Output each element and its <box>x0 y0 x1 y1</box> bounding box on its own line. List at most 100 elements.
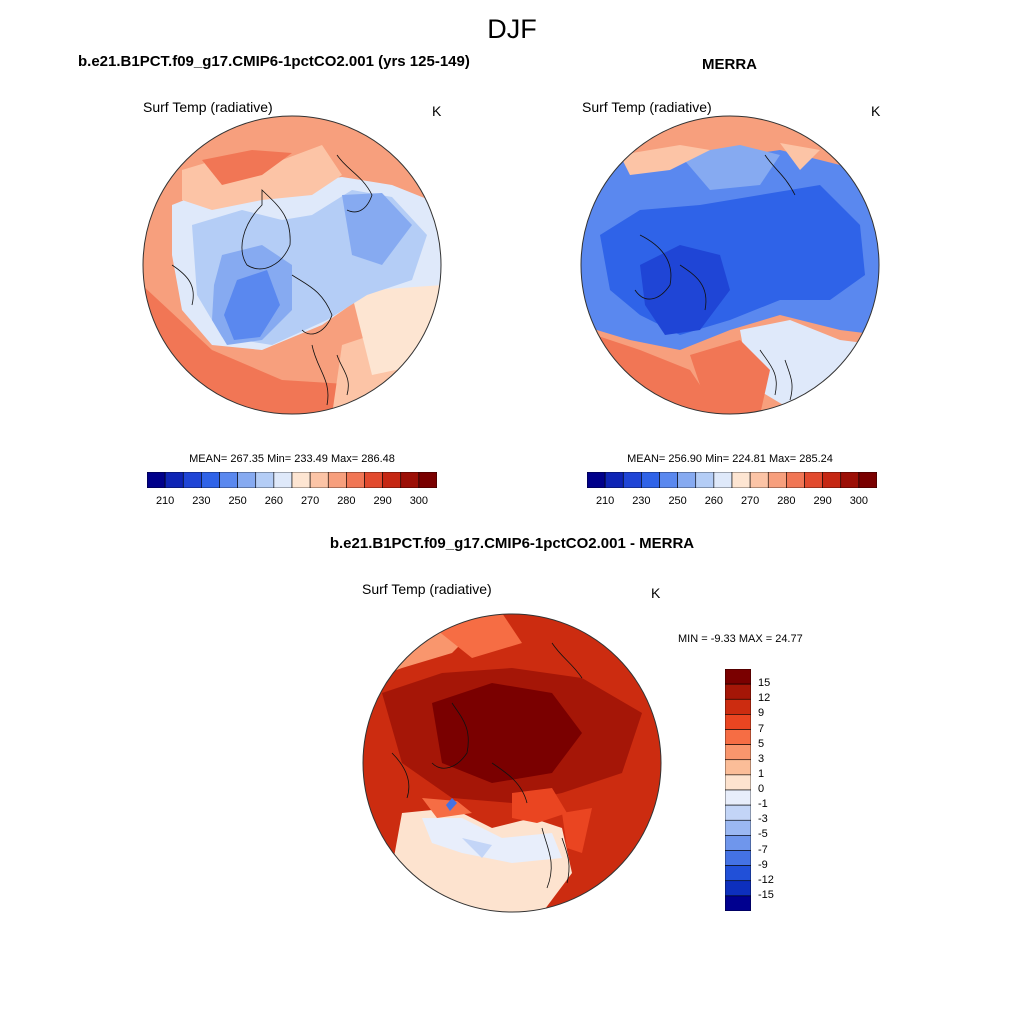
model-colorbar-swatch <box>291 472 311 488</box>
diff-colorbar-tick-label: 7 <box>758 722 765 735</box>
obs-stats: MEAN= 256.90 Min= 224.81 Max= 285.24 <box>627 453 833 465</box>
obs-colorbar-swatch <box>695 472 715 488</box>
model-colorbar-tick-label: 210 <box>155 495 175 507</box>
obs-colorbar-tick-label: 250 <box>668 495 687 507</box>
model-colorbar-swatch <box>147 472 166 488</box>
diff-colorbar-swatch <box>725 759 751 776</box>
diff-colorbar-tick-label: 12 <box>758 692 771 705</box>
diff-colorbar-swatch <box>725 744 751 761</box>
obs-colorbar-swatch <box>677 472 697 488</box>
model-colorbar-tick-label: 270 <box>300 495 320 507</box>
obs-units-label: K <box>871 103 881 119</box>
diff-variable-label: Surf Temp (radiative) <box>362 581 492 597</box>
obs-colorbar-tick-label: 290 <box>813 495 832 507</box>
diff-colorbar-tick-label: 5 <box>758 737 765 750</box>
model-colorbar <box>147 472 437 488</box>
model-polar-map <box>142 115 442 415</box>
diff-colorbar-tick-label: 15 <box>758 677 771 690</box>
obs-colorbar-swatch <box>713 472 733 488</box>
model-colorbar-swatch <box>182 472 202 488</box>
diff-colorbar-tick-label: -12 <box>758 873 774 886</box>
model-colorbar-swatch <box>327 472 347 488</box>
diff-colorbar-tick-label: -1 <box>758 798 768 811</box>
model-colorbar-tick-label: 280 <box>337 495 356 507</box>
diff-colorbar-swatch <box>725 850 751 866</box>
diff-colorbar-tick-label: -15 <box>758 888 774 901</box>
obs-colorbar-swatch <box>858 472 877 488</box>
diff-colorbar-tick-label: 0 <box>758 783 765 795</box>
model-colorbar-tick-label: 290 <box>373 495 392 507</box>
obs-colorbar-tick-label: 210 <box>595 495 615 507</box>
diff-colorbar-tick-label: -7 <box>758 843 768 856</box>
diff-colorbar-swatch <box>725 789 751 806</box>
model-colorbar-tick-label: 300 <box>409 495 429 507</box>
diff-colorbar-swatch <box>725 804 751 821</box>
obs-colorbar-swatch <box>731 472 751 488</box>
diff-colorbar-swatch <box>725 774 751 791</box>
model-colorbar-swatch <box>164 472 184 488</box>
model-stats: MEAN= 267.35 Min= 233.49 Max= 286.48 <box>189 453 395 465</box>
diff-colorbar-swatch <box>725 895 751 911</box>
obs-colorbar-swatch <box>604 472 624 488</box>
obs-colorbar-swatch <box>822 472 842 488</box>
diff-colorbar-tick-label: 9 <box>758 707 765 720</box>
obs-colorbar-swatch <box>840 472 860 488</box>
model-units-label: K <box>432 103 442 119</box>
diff-units-label: K <box>651 585 661 601</box>
diff-colorbar-swatch <box>725 683 751 700</box>
obs-colorbar <box>587 472 877 488</box>
model-colorbar-swatch <box>364 472 383 488</box>
model-colorbar-swatch <box>201 472 220 488</box>
diff-polar-map <box>362 613 662 913</box>
obs-colorbar-tick-label: 300 <box>849 495 869 507</box>
model-colorbar-swatch <box>400 472 420 488</box>
model-colorbar-swatch <box>309 472 329 488</box>
diff-colorbar-tick-label: 1 <box>758 767 765 780</box>
model-colorbar-tick-label: 260 <box>264 495 284 507</box>
diff-colorbar-swatch <box>725 865 751 882</box>
model-colorbar-swatch <box>418 472 437 488</box>
diff-minmax: MIN = -9.33 MAX = 24.77 <box>678 633 803 645</box>
model-colorbar-tick-label: 250 <box>228 495 247 507</box>
model-colorbar-swatch <box>237 472 257 488</box>
model-variable-label: Surf Temp (radiative) <box>143 99 273 115</box>
model-colorbar-ticks: 210 230 250 260 270 280 290 300 <box>147 495 437 509</box>
diff-colorbar-swatch <box>725 714 751 730</box>
model-colorbar-swatch <box>273 472 293 488</box>
obs-colorbar-ticks: 210 230 250 260 270 280 290 300 <box>587 495 877 509</box>
obs-colorbar-swatch <box>622 472 642 488</box>
diff-colorbar-ticks: 15 12 9 7 5 3 1 0 -1 -3 -5 -7 -9 -12 -15 <box>758 669 798 911</box>
model-panel-title: b.e21.B1PCT.f09_g17.CMIP6-1pctCO2.001 (y… <box>78 53 470 70</box>
model-colorbar-tick-label: 230 <box>192 495 211 507</box>
diff-colorbar-tick-label: 3 <box>758 752 765 765</box>
obs-colorbar-swatch <box>804 472 823 488</box>
diff-colorbar <box>725 669 751 911</box>
diff-colorbar-swatch <box>725 880 751 897</box>
model-colorbar-swatch <box>382 472 402 488</box>
diff-panel-title: b.e21.B1PCT.f09_g17.CMIP6-1pctCO2.001 - … <box>329 535 695 552</box>
diff-colorbar-tick-label: -9 <box>758 858 768 871</box>
obs-colorbar-tick-label: 230 <box>632 495 651 507</box>
obs-colorbar-swatch <box>587 472 606 488</box>
obs-variable-label: Surf Temp (radiative) <box>582 99 712 115</box>
model-colorbar-swatch <box>346 472 365 488</box>
model-colorbar-swatch <box>219 472 238 488</box>
obs-colorbar-tick-label: 270 <box>740 495 760 507</box>
obs-colorbar-swatch <box>641 472 660 488</box>
obs-colorbar-swatch <box>749 472 769 488</box>
obs-panel-title: MERRA <box>702 56 757 73</box>
obs-polar-map <box>580 115 880 415</box>
obs-colorbar-tick-label: 260 <box>704 495 724 507</box>
diff-colorbar-swatch <box>725 835 751 851</box>
diff-colorbar-tick-label: -3 <box>758 813 768 826</box>
diff-colorbar-swatch <box>725 669 751 685</box>
obs-colorbar-swatch <box>659 472 678 488</box>
diff-colorbar-swatch <box>725 698 751 715</box>
obs-colorbar-swatch <box>767 472 787 488</box>
diff-colorbar-swatch <box>725 729 751 745</box>
model-colorbar-swatch <box>255 472 275 488</box>
diff-colorbar-tick-label: -5 <box>758 828 768 841</box>
figure-title: DJF <box>487 14 537 44</box>
obs-colorbar-swatch <box>786 472 805 488</box>
diff-colorbar-swatch <box>725 819 751 836</box>
